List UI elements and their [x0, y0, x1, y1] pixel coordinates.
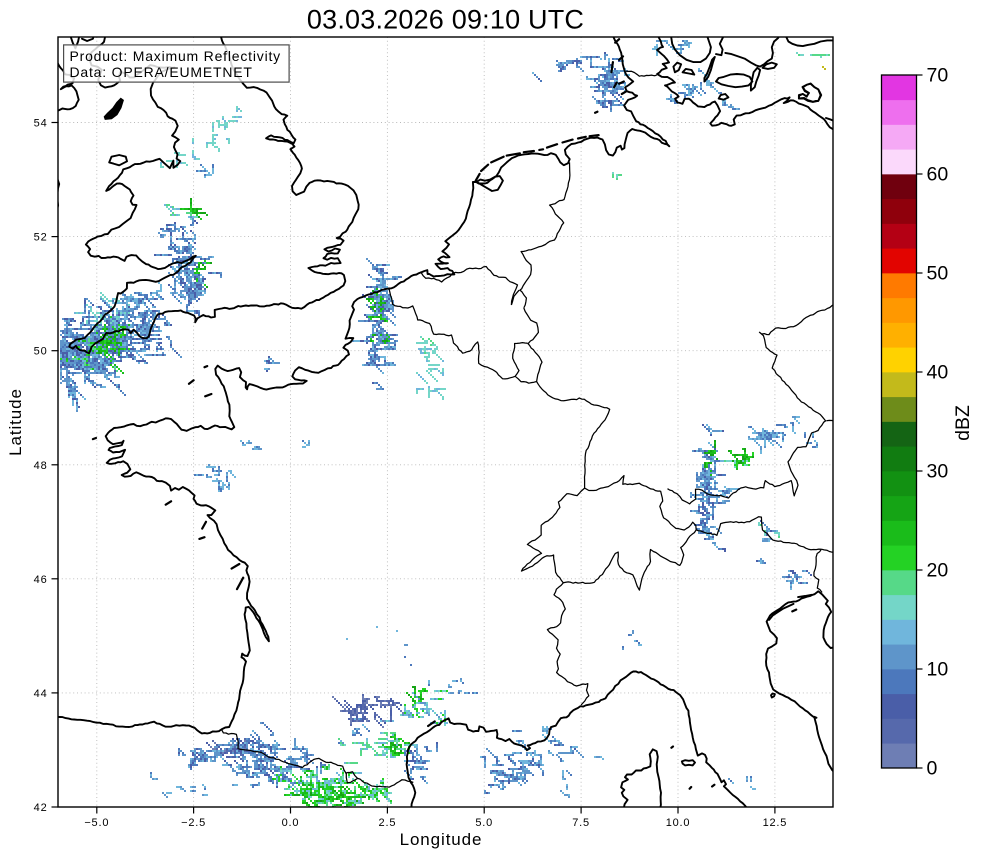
- svg-text:12.5: 12.5: [763, 817, 788, 829]
- svg-text:0: 0: [927, 758, 938, 780]
- svg-text:Latitude: Latitude: [6, 388, 25, 456]
- svg-text:0.0: 0.0: [282, 817, 300, 829]
- svg-text:50: 50: [34, 346, 48, 358]
- svg-text:2.5: 2.5: [379, 817, 397, 829]
- svg-text:Data: OPERA/EUMETNET: Data: OPERA/EUMETNET: [70, 64, 253, 80]
- svg-text:46: 46: [34, 574, 48, 586]
- svg-text:20: 20: [927, 560, 949, 582]
- svg-text:44: 44: [34, 688, 48, 700]
- svg-text:03.03.2026 09:10 UTC: 03.03.2026 09:10 UTC: [307, 5, 584, 35]
- svg-text:70: 70: [927, 65, 949, 87]
- svg-text:52: 52: [34, 232, 48, 244]
- svg-text:50: 50: [927, 263, 949, 285]
- svg-text:10.0: 10.0: [666, 817, 691, 829]
- svg-text:7.5: 7.5: [572, 817, 590, 829]
- svg-text:60: 60: [927, 164, 949, 186]
- svg-text:Product: Maximum Reflectivity: Product: Maximum Reflectivity: [70, 48, 281, 64]
- svg-text:40: 40: [927, 362, 949, 384]
- svg-text:5.0: 5.0: [475, 817, 493, 829]
- svg-text:−2.5: −2.5: [181, 817, 206, 829]
- svg-text:30: 30: [927, 461, 949, 483]
- svg-text:−5.0: −5.0: [84, 817, 109, 829]
- svg-text:54: 54: [34, 118, 48, 130]
- svg-text:48: 48: [34, 460, 48, 472]
- svg-text:42: 42: [34, 802, 48, 814]
- svg-text:10: 10: [927, 659, 949, 681]
- svg-text:dBZ: dBZ: [952, 405, 974, 441]
- svg-text:Longitude: Longitude: [400, 830, 483, 849]
